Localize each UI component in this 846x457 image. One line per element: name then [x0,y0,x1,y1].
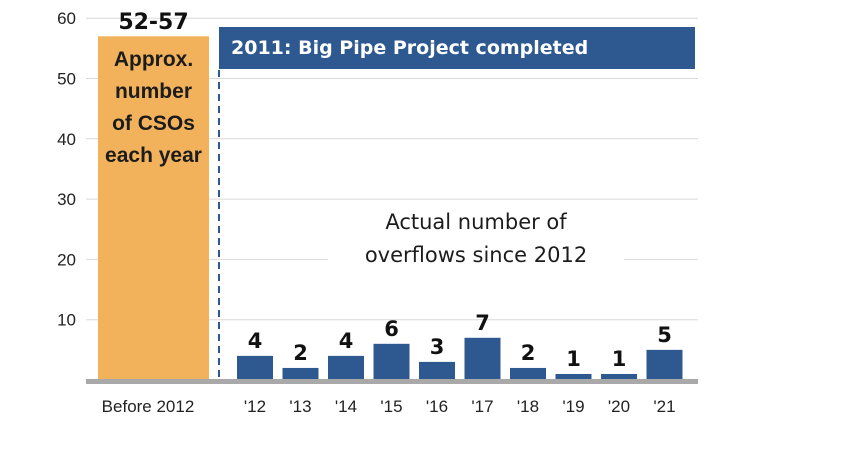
value-label: 2 [293,341,308,365]
bar-'16 [419,361,455,380]
bars [237,337,683,380]
banner-text: 2011: Big Pipe Project completed [231,37,588,59]
value-label: 7 [475,311,490,335]
banner-background [219,27,695,69]
value-label: 1 [566,347,581,371]
value-label: 6 [384,317,399,341]
x-axis-ticks: '12 '13 '14 '15 '16 '17 '18 '19 '20 '21 [244,397,676,416]
x-tick-label: '15 [380,397,402,416]
y-tick-label: 40 [57,130,76,149]
x-tick-label: '12 [244,397,266,416]
bar-'17 [464,337,501,380]
x-tick-label: '21 [653,397,675,416]
bar-'12 [237,355,273,380]
annotation: Actual number of overflows since 2012 [328,204,624,272]
value-label: 2 [521,341,536,365]
y-tick-label: 10 [57,311,76,330]
bar-'21 [646,349,683,380]
value-label: 3 [430,335,445,359]
x-tick-label: '13 [289,397,311,416]
y-tick-label: 30 [57,190,76,209]
before-2012-range-label: 52-57 [118,10,188,35]
bar-'18 [510,367,546,380]
value-label: 4 [248,329,263,353]
before-2012-bar [98,36,209,380]
y-axis-ticks: 10 20 30 40 50 60 [57,9,76,330]
x-tick-label: '14 [335,397,357,416]
before-2012-text-line: number [115,80,192,103]
x-tick-label: '17 [471,397,493,416]
bar-'13 [282,367,319,380]
value-labels: 4 2 4 6 3 7 2 1 1 5 [248,311,672,371]
before-2012-text-line: Approx. [114,48,193,71]
bar-'19 [555,373,592,380]
y-tick-label: 50 [57,70,76,89]
x-tick-before-2012: Before 2012 [102,397,195,416]
annotation-line: Actual number of [385,210,567,234]
bar-'15 [373,343,410,380]
x-tick-label: '19 [562,397,584,416]
before-2012-description: Approx. number of CSOs each year [105,48,202,167]
bar-'14 [328,355,364,380]
x-tick-label: '18 [517,397,539,416]
value-label: 1 [612,347,627,371]
x-tick-label: '20 [608,397,630,416]
annotation-backing [328,204,624,272]
before-2012-text-line: each year [105,144,202,167]
y-tick-label: 20 [57,250,76,269]
baseline [86,379,698,384]
annotation-line: overflows since 2012 [365,243,587,267]
before-2012-text-line: of CSOs [112,112,195,135]
value-label: 5 [657,323,672,347]
y-tick-label: 60 [57,9,76,28]
value-label: 4 [339,329,354,353]
bar-'20 [601,373,637,380]
x-tick-label: '16 [426,397,448,416]
